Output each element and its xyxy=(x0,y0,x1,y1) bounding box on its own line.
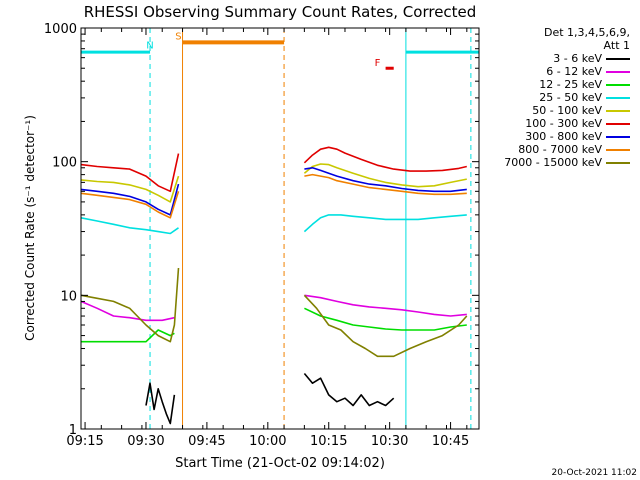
series-3-segment-1 xyxy=(303,214,467,233)
legend-label: 800 - 7000 keV xyxy=(518,143,602,156)
x-axis-label: Start Time (21-Oct-02 09:14:02) xyxy=(175,456,385,471)
plot-frame xyxy=(80,27,480,430)
series-1-segment-0 xyxy=(80,300,175,322)
legend-header-1: Det 1,3,4,5,6,9, xyxy=(543,26,630,39)
y-tick-label-2: 100 xyxy=(52,156,77,171)
chart-title: RHESSI Observing Summary Count Rates, Co… xyxy=(84,3,477,21)
x-tick-label-2: 09:45 xyxy=(188,434,225,449)
series-2-segment-0 xyxy=(81,329,175,343)
legend-label: 7000 - 15000 keV xyxy=(504,156,602,169)
legend-swatch xyxy=(606,97,630,99)
annotation-f: F xyxy=(375,58,381,69)
y-tick-label-1: 10 xyxy=(60,289,77,304)
timestamp: 20-Oct-2021 11:02 xyxy=(551,468,637,478)
series-0-segment-1 xyxy=(303,372,395,407)
legend-entry: 12 - 25 keV xyxy=(460,78,630,91)
y-axis-label: Corrected Count Rate (s⁻¹ detector⁻¹) xyxy=(23,115,37,341)
annotation-n: N xyxy=(146,41,153,52)
x-tick-label-5: 10:30 xyxy=(371,434,408,449)
y-tick-label-0: 1 xyxy=(69,423,77,438)
legend-label: 50 - 100 keV xyxy=(532,104,602,117)
legend: Det 1,3,4,5,6,9, Att 1 3 - 6 keV 6 - 12 k… xyxy=(460,26,630,169)
legend-label: 3 - 6 keV xyxy=(553,52,602,65)
series-0-segment-0 xyxy=(145,382,176,425)
legend-label: 6 - 12 keV xyxy=(546,65,602,78)
legend-entry: 300 - 800 keV xyxy=(460,130,630,143)
y-tick-label-3: 1000 xyxy=(44,22,77,37)
legend-swatch xyxy=(606,110,630,112)
legend-label: 25 - 50 keV xyxy=(539,91,602,104)
series-4-segment-1 xyxy=(303,163,467,188)
series-1-segment-1 xyxy=(304,294,467,317)
legend-swatch xyxy=(606,162,630,164)
legend-label: 100 - 300 keV xyxy=(525,117,602,130)
legend-header-2: Att 1 xyxy=(603,39,630,52)
legend-entry: 7000 - 15000 keV xyxy=(460,156,630,169)
series-8-segment-1 xyxy=(303,294,468,358)
series-7-segment-1 xyxy=(304,173,467,196)
legend-label: 12 - 25 keV xyxy=(539,78,602,91)
series-2-segment-1 xyxy=(304,307,467,331)
legend-swatch xyxy=(606,71,630,73)
legend-label: 300 - 800 keV xyxy=(525,130,602,143)
legend-swatch xyxy=(606,84,630,86)
x-tick-label-0: 09:15 xyxy=(66,434,103,449)
annotation-s: S xyxy=(175,32,181,43)
series-5-segment-1 xyxy=(303,146,467,172)
legend-swatch xyxy=(606,149,630,151)
x-tick-label-6: 10:45 xyxy=(432,434,469,449)
series-5-segment-0 xyxy=(80,153,180,193)
legend-entry: 100 - 300 keV xyxy=(460,117,630,130)
series-3-segment-0 xyxy=(80,217,179,235)
legend-entry: 6 - 12 keV xyxy=(460,65,630,78)
legend-entry: 25 - 50 keV xyxy=(460,91,630,104)
legend-swatch xyxy=(606,123,630,125)
legend-entry: 50 - 100 keV xyxy=(460,104,630,117)
legend-entry: 800 - 7000 keV xyxy=(460,143,630,156)
x-tick-label-4: 10:15 xyxy=(310,434,347,449)
series-7-segment-0 xyxy=(80,191,180,219)
x-tick-label-3: 10:00 xyxy=(249,434,286,449)
series-8-segment-0 xyxy=(80,267,180,343)
legend-swatch xyxy=(606,58,630,60)
series-6-segment-0 xyxy=(80,183,180,216)
legend-swatch xyxy=(606,136,630,138)
series-6-segment-1 xyxy=(304,167,467,193)
x-tick-label-1: 09:30 xyxy=(127,434,164,449)
legend-entry: 3 - 6 keV xyxy=(460,52,630,65)
series-4-segment-0 xyxy=(80,175,180,203)
